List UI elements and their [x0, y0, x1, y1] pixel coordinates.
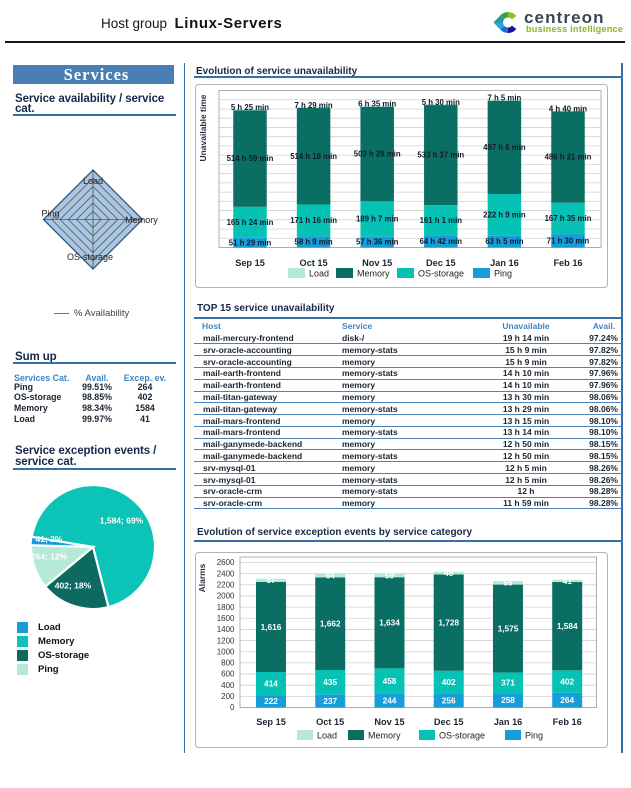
svg-text:57: 57 — [266, 575, 276, 585]
svg-text:Load: Load — [83, 176, 103, 186]
svg-text:800: 800 — [221, 659, 235, 668]
svg-text:258: 258 — [501, 695, 515, 705]
svg-text:1800: 1800 — [217, 603, 235, 612]
svg-text:71 h 30 min: 71 h 30 min — [547, 236, 590, 245]
svg-text:1,662: 1,662 — [320, 619, 341, 629]
svg-text:1400: 1400 — [217, 625, 235, 634]
svg-text:237: 237 — [323, 696, 337, 706]
svg-text:435: 435 — [323, 677, 337, 687]
svg-text:4 h 40 min: 4 h 40 min — [549, 105, 587, 114]
svg-text:Memory: Memory — [368, 731, 401, 741]
svg-text:OS-storage: OS-storage — [67, 252, 113, 262]
svg-text:5 h 25 min: 5 h 25 min — [231, 103, 269, 112]
svg-text:244: 244 — [383, 696, 397, 706]
svg-text:Jan 16: Jan 16 — [490, 258, 519, 268]
svg-text:497 h 6 min: 497 h 6 min — [483, 143, 526, 152]
svg-text:41; 2%: 41; 2% — [36, 534, 63, 544]
svg-text:0: 0 — [230, 703, 235, 712]
svg-text:402: 402 — [442, 677, 456, 687]
svg-text:458: 458 — [383, 676, 397, 686]
svg-text:51 h 29 min: 51 h 29 min — [229, 238, 272, 247]
svg-text:264; 12%: 264; 12% — [31, 552, 68, 562]
svg-text:Nov 15: Nov 15 — [374, 717, 404, 727]
svg-text:6 h 35 min: 6 h 35 min — [358, 100, 396, 109]
svg-text:Sep 15: Sep 15 — [256, 717, 286, 727]
svg-text:Oct 15: Oct 15 — [316, 717, 344, 727]
svg-text:Nov 15: Nov 15 — [362, 258, 392, 268]
svg-text:2400: 2400 — [217, 569, 235, 578]
svg-text:Ping: Ping — [41, 209, 59, 219]
svg-text:200: 200 — [221, 692, 235, 701]
svg-text:486 h 21 min: 486 h 21 min — [545, 153, 592, 162]
svg-text:165 h 24 min: 165 h 24 min — [227, 218, 274, 227]
svg-text:171 h 16 min: 171 h 16 min — [290, 216, 337, 225]
svg-text:402; 18%: 402; 18% — [55, 581, 92, 591]
svg-text:1,616: 1,616 — [261, 622, 282, 632]
svg-text:OS-storage: OS-storage — [418, 269, 464, 279]
svg-text:Memory: Memory — [125, 215, 158, 225]
svg-text:Load: Load — [317, 731, 337, 741]
svg-text:514 h 59 min: 514 h 59 min — [227, 154, 274, 163]
svg-text:Load: Load — [309, 269, 329, 279]
svg-text:Ping: Ping — [525, 731, 543, 741]
svg-text:1,728: 1,728 — [438, 618, 459, 628]
svg-text:Memory: Memory — [357, 269, 390, 279]
svg-text:58 h 9 min: 58 h 9 min — [295, 238, 333, 247]
svg-text:2600: 2600 — [217, 558, 235, 567]
svg-text:OS-storage: OS-storage — [439, 731, 485, 741]
svg-text:Dec 15: Dec 15 — [426, 258, 456, 268]
svg-text:2000: 2000 — [217, 592, 235, 601]
svg-text:Alarms: Alarms — [197, 563, 207, 592]
svg-text:65: 65 — [503, 578, 513, 588]
svg-text:256: 256 — [442, 695, 456, 705]
svg-text:1,584: 1,584 — [557, 621, 578, 631]
svg-text:Jan 16: Jan 16 — [494, 717, 523, 727]
svg-text:2200: 2200 — [217, 581, 235, 590]
svg-text:222 h 9 min: 222 h 9 min — [483, 210, 526, 219]
svg-text:503 h 28 min: 503 h 28 min — [354, 150, 401, 159]
svg-text:414: 414 — [264, 679, 278, 689]
svg-text:161 h 1 min: 161 h 1 min — [420, 216, 463, 225]
svg-text:514 h 18 min: 514 h 18 min — [290, 152, 337, 161]
svg-text:7 h 29 min: 7 h 29 min — [295, 101, 333, 110]
svg-text:1000: 1000 — [217, 647, 235, 656]
svg-text:1,575: 1,575 — [498, 623, 519, 633]
svg-text:189 h 7 min: 189 h 7 min — [356, 215, 399, 224]
svg-text:1200: 1200 — [217, 636, 235, 645]
svg-text:1600: 1600 — [217, 614, 235, 623]
svg-text:41: 41 — [563, 576, 573, 586]
svg-text:264: 264 — [560, 695, 574, 705]
svg-text:222: 222 — [264, 696, 278, 706]
svg-text:Sep 15: Sep 15 — [235, 258, 265, 268]
svg-text:Oct 15: Oct 15 — [300, 258, 328, 268]
svg-text:1,634: 1,634 — [379, 618, 400, 628]
svg-text:64: 64 — [326, 571, 336, 581]
svg-text:371: 371 — [501, 678, 515, 688]
svg-text:Feb 16: Feb 16 — [553, 258, 582, 268]
svg-text:402: 402 — [560, 677, 574, 687]
svg-text:400: 400 — [221, 681, 235, 690]
svg-text:600: 600 — [221, 670, 235, 679]
svg-text:7 h 5 min: 7 h 5 min — [488, 94, 522, 103]
svg-text:167 h 35 min: 167 h 35 min — [545, 214, 592, 223]
svg-text:64 h 42 min: 64 h 42 min — [420, 237, 463, 246]
svg-text:63 h 5 min: 63 h 5 min — [485, 237, 523, 246]
svg-text:48: 48 — [444, 568, 454, 578]
svg-text:Dec 15: Dec 15 — [434, 717, 464, 727]
svg-text:57 h 36 min: 57 h 36 min — [356, 238, 399, 247]
svg-text:5 h 30 min: 5 h 30 min — [422, 98, 460, 107]
svg-text:1,584; 69%: 1,584; 69% — [100, 516, 144, 526]
svg-text:Unavailable time: Unavailable time — [198, 94, 208, 161]
svg-text:59: 59 — [385, 571, 395, 581]
svg-text:Feb 16: Feb 16 — [553, 717, 582, 727]
svg-text:533 h 37 min: 533 h 37 min — [417, 151, 464, 160]
svg-text:Ping: Ping — [494, 269, 512, 279]
